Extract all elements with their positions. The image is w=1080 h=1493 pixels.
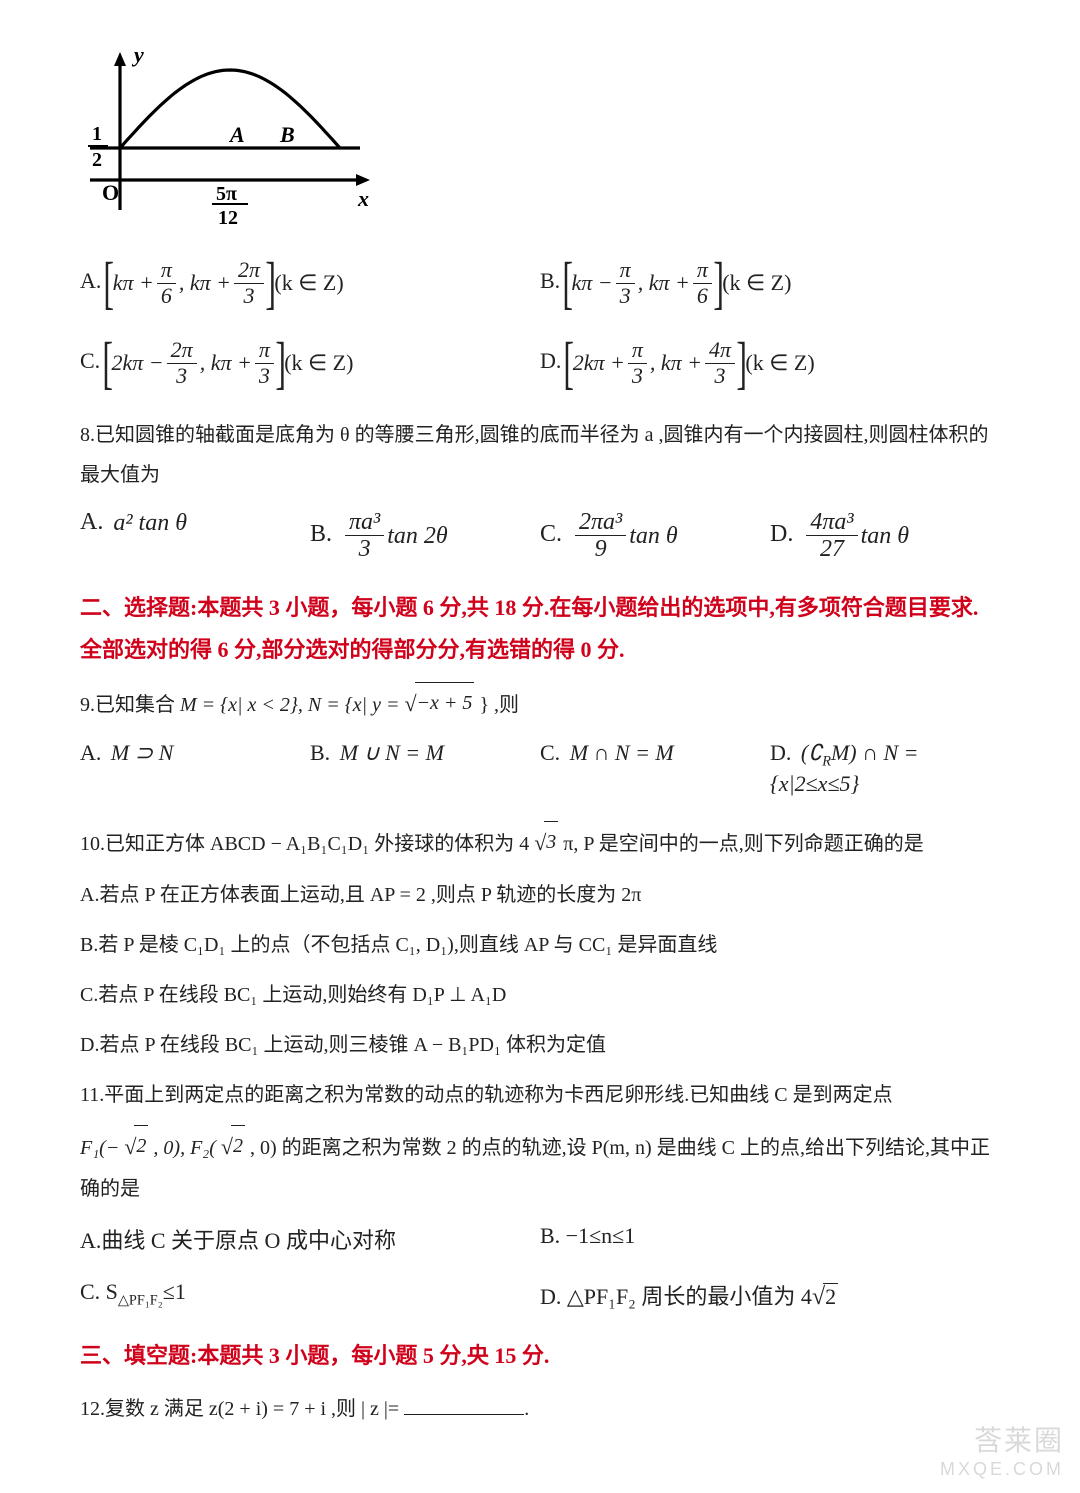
- q9-options: A. M ⊃ N B. M ∪ N = M C. M ∩ N = M D. (∁…: [80, 740, 1000, 796]
- sqrt-icon: √−x + 5: [404, 682, 474, 726]
- watermark: 莟莱圈 MXQE.COM: [940, 1423, 1064, 1481]
- q8-opt-C: C. 2πa³9 tan θ: [540, 509, 770, 563]
- q10-opt-D: D.若点 P 在线段 BC₁ 上运动,则三棱锥 A − B₁PD₁ 体积为定值: [80, 1025, 1000, 1065]
- q8-opt-A: A. a² tan θ: [80, 509, 310, 563]
- q7-opt-A: A.[kπ + π6, kπ + 2π3](k ∈ Z): [80, 255, 540, 311]
- svg-text:A: A: [228, 122, 245, 147]
- q11-opt-D: D. △PF₁F₂ 周长的最小值为 4√2: [540, 1279, 1000, 1311]
- q10-text: 10.已知正方体 ABCD − A₁B₁C₁D₁ 外接球的体积为 4 √3 π,…: [80, 821, 1000, 865]
- section3-header: 三、填空题:本题共 3 小题，每小题 5 分,央 15 分.: [80, 1335, 1000, 1377]
- watermark-l2: MXQE.COM: [940, 1458, 1064, 1481]
- svg-text:B: B: [279, 122, 295, 147]
- q8-opt-B: B. πa³3 tan 2θ: [310, 509, 540, 563]
- q7-opt-D: D.[2kπ + π3, kπ + 4π3](k ∈ Z): [540, 335, 1000, 391]
- q9-opt-B: B. M ∪ N = M: [310, 740, 540, 796]
- q11-opt-A: A.曲线 C 关于原点 O 成中心对称: [80, 1223, 540, 1255]
- svg-text:y: y: [131, 42, 144, 67]
- svg-text:12: 12: [218, 207, 238, 229]
- q9-opt-D: D. (∁RM) ∩ N = {x|2≤x≤5}: [770, 740, 1000, 796]
- q12-text: 12.复数 z 满足 z(2 + i) = 7 + i ,则 | z |= .: [80, 1389, 1000, 1429]
- q8-opt-D: D. 4πa³27 tan θ: [770, 509, 1000, 563]
- q7-opt-C: C.[2kπ − 2π3, kπ + π3](k ∈ Z): [80, 335, 540, 391]
- sqrt-icon: √2: [812, 1283, 838, 1311]
- sqrt-icon: √2: [221, 1125, 245, 1169]
- q10-pre: 10.已知正方体 ABCD − A₁B₁C₁D₁ 外接球的体积为 4: [80, 833, 529, 855]
- q11-options-row1: A.曲线 C 关于原点 O 成中心对称 B. −1≤n≤1: [80, 1223, 1000, 1255]
- q9-post: } ,则: [479, 694, 519, 716]
- q10-opt-C: C.若点 P 在线段 BC₁ 上运动,则始终有 D₁P ⊥ A₁D: [80, 975, 1000, 1015]
- svg-text:2: 2: [92, 149, 102, 171]
- q10-post: π, P 是空间中的一点,则下列命题正确的是: [563, 833, 923, 855]
- q7-options-row2: C.[2kπ − 2π3, kπ + π3](k ∈ Z) D.[2kπ + π…: [80, 335, 1000, 391]
- q8-text: 8.已知圆锥的轴截面是底角为 θ 的等腰三角形,圆锥的底而半径为 a ,圆锥内有…: [80, 415, 1000, 495]
- q7-options-row1: A.[kπ + π6, kπ + 2π3](k ∈ Z) B.[kπ − π3,…: [80, 255, 1000, 311]
- svg-text:x: x: [357, 186, 369, 211]
- q11-options-row2: C. S△PF₁F₂≤1 D. △PF₁F₂ 周长的最小值为 4√2: [80, 1279, 1000, 1311]
- q11-opt-C: C. S△PF₁F₂≤1: [80, 1279, 540, 1311]
- q9-text: 9.已知集合 M = {x| x < 2}, N = {x| y = √−x +…: [80, 682, 1000, 726]
- sqrt-icon: √3: [534, 821, 558, 865]
- q7-opt-B: B.[kπ − π3, kπ + π6](k ∈ Z): [540, 255, 1000, 311]
- q10-opt-A: A.若点 P 在正方体表面上运动,且 AP = 2 ,则点 P 轨迹的长度为 2…: [80, 875, 1000, 915]
- q9-opt-A: A. M ⊃ N: [80, 740, 310, 796]
- svg-text:5π: 5π: [216, 183, 237, 205]
- q10-opt-B: B.若 P 是棱 C₁D₁ 上的点（不包括点 C₁, D₁),则直线 AP 与 …: [80, 925, 1000, 965]
- q9-opt-C: C. M ∩ N = M: [540, 740, 770, 796]
- svg-text:1: 1: [92, 123, 102, 145]
- sqrt-icon: √2: [124, 1125, 148, 1169]
- q8-options: A. a² tan θ B. πa³3 tan 2θ C. 2πa³9 tan …: [80, 509, 1000, 563]
- q11-line1: 11.平面上到两定点的距离之积为常数的动点的轨迹称为卡西尼卵形线.已知曲线 C …: [80, 1075, 1000, 1115]
- fill-blank: [404, 1414, 524, 1415]
- q9-pre: 9.已知集合: [80, 694, 180, 716]
- svg-text:O: O: [102, 180, 119, 205]
- section2-header: 二、选择题:本题共 3 小题，每小题 6 分,共 18 分.在每小题给出的选项中…: [80, 587, 1000, 671]
- q11-line2: F₁(− √2 , 0), F₂( √2 , 0) 的距离之积为常数 2 的点的…: [80, 1125, 1000, 1209]
- q7-graph: yxO125π12AB: [80, 40, 1000, 235]
- q11-opt-B: B. −1≤n≤1: [540, 1223, 1000, 1255]
- q9-sets: M = {x| x < 2}, N = {x| y =: [180, 694, 404, 716]
